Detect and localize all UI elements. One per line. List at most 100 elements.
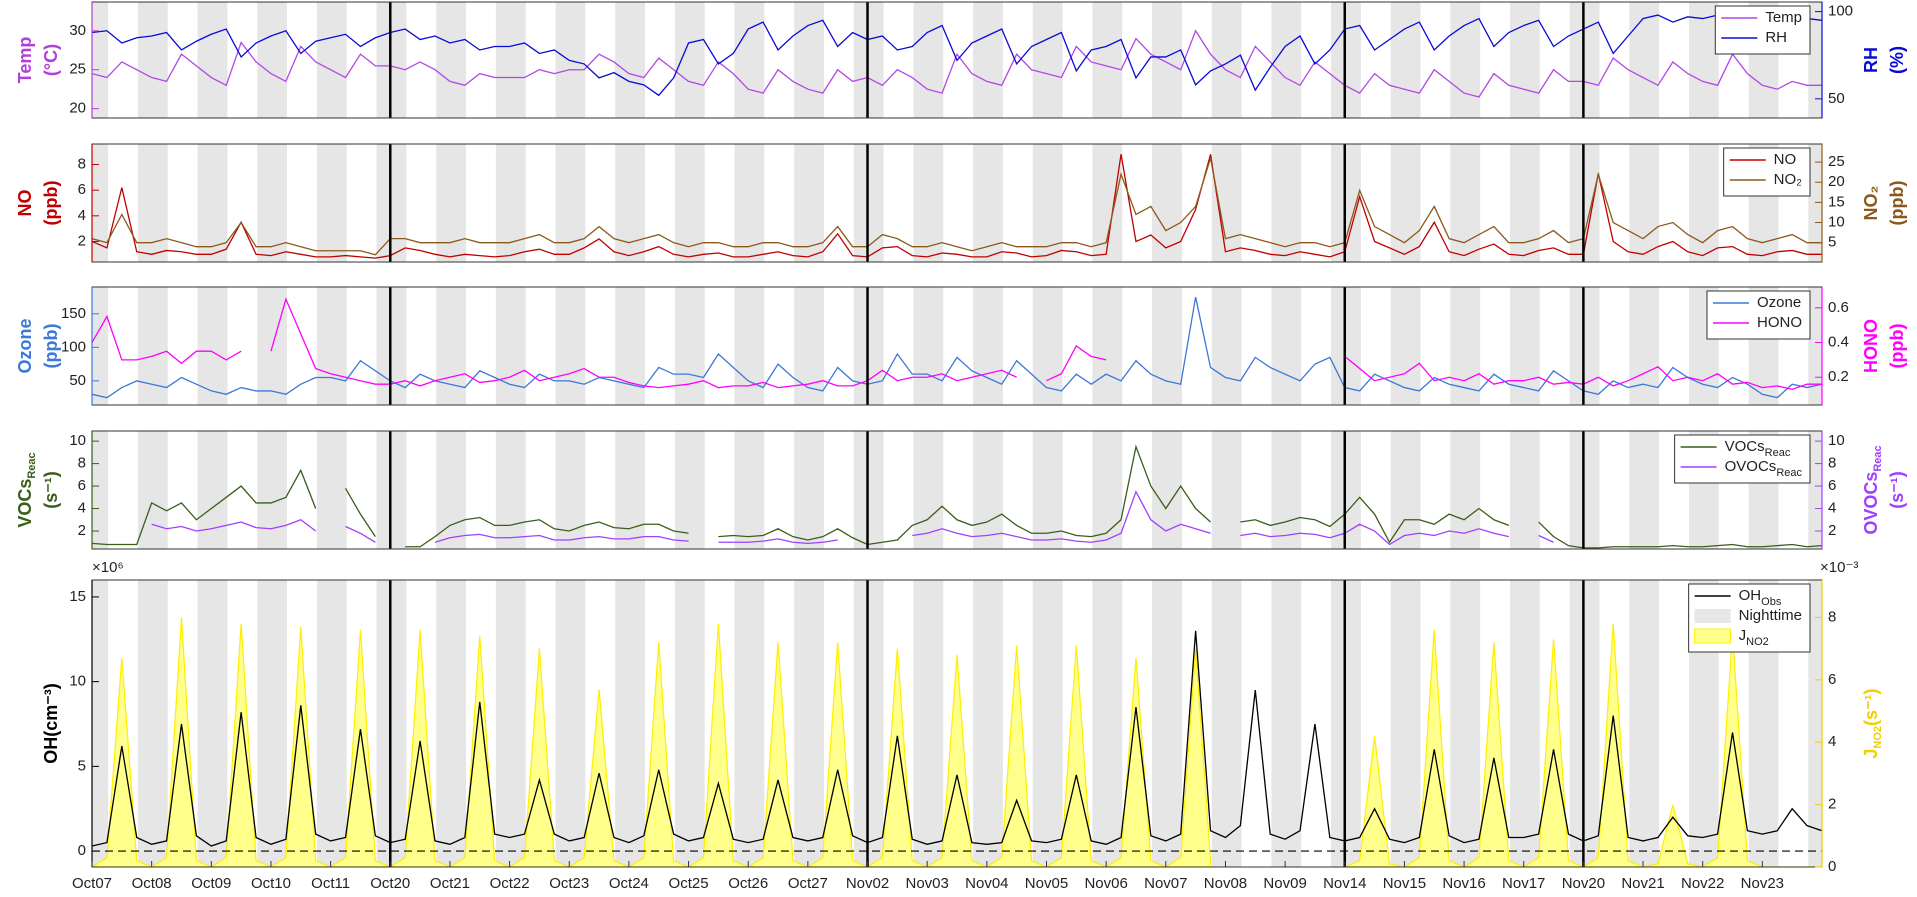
legend-box: [1723, 147, 1811, 197]
y-tick-label: 8: [78, 155, 86, 172]
y-tick-label: 5: [78, 757, 86, 774]
nighttime-band: [1152, 580, 1182, 867]
y-tick-label: 10: [69, 432, 86, 449]
y2-tick-label: 2: [1828, 796, 1836, 813]
axis-label: OVOCsReac: [1861, 445, 1884, 534]
label-text: (ppb): [1887, 181, 1907, 226]
legend-label: JNO2: [1739, 627, 1769, 648]
y2-tick-label: 20: [1828, 173, 1845, 190]
label-text: (ppb): [41, 324, 61, 369]
label-text: (s⁻¹): [1861, 688, 1881, 726]
x-tick-label: Oct27: [788, 875, 828, 892]
nighttime-band: [1271, 580, 1302, 867]
label-text: Ozone: [15, 318, 35, 373]
y-multiplier: ×10⁶: [92, 559, 124, 576]
nighttime-band: [794, 144, 824, 262]
axis-label: NO: [15, 190, 35, 217]
y2-tick-label: 2: [1828, 522, 1836, 539]
label-text: (°C): [41, 44, 61, 76]
line-series: [92, 297, 1822, 391]
panel: 20 25 30 50 100 Temp (°C) RH (%) Temp RH: [15, 1, 1907, 119]
nighttime-band: [674, 287, 705, 405]
x-tick-label: Oct25: [669, 875, 709, 892]
x-tick-label: Oct08: [132, 875, 172, 892]
nighttime-band: [436, 431, 467, 549]
axis-label: (°C): [41, 44, 61, 76]
line-series: [151, 490, 1554, 546]
line-series: [92, 630, 1822, 847]
legend-label: Temp: [1765, 9, 1802, 26]
legend-name: HONO: [1757, 314, 1802, 331]
nighttime-band: [1092, 580, 1123, 867]
legend-label: VOCsReac: [1725, 438, 1791, 459]
label-text: J: [1861, 749, 1881, 759]
x-tick-label: Nov17: [1502, 875, 1545, 892]
nighttime-band: [973, 431, 1003, 549]
nighttime-band: [1271, 287, 1302, 405]
nighttime-band: [674, 431, 705, 549]
x-tick-label: Nov02: [846, 875, 889, 892]
nighttime-band: [913, 144, 944, 262]
y2-tick-label: 4: [1828, 500, 1836, 517]
legend-symbol: [1694, 609, 1731, 623]
axis-label: (ppb): [1887, 181, 1907, 226]
legend-name: OVOCs: [1725, 458, 1777, 475]
nighttime-band: [794, 2, 824, 118]
axis-label: OH(cm⁻³): [41, 683, 61, 764]
axis-label: JNO2(s⁻¹): [1861, 688, 1884, 758]
legend-label: Nighttime: [1739, 607, 1802, 624]
x-tick-label: Oct23: [549, 875, 589, 892]
label-text: Temp: [15, 37, 35, 84]
y2-tick-label: 15: [1828, 193, 1845, 210]
y-tick-label: 25: [69, 61, 86, 78]
x-tick-label: Nov14: [1323, 875, 1366, 892]
nighttime-band: [257, 431, 288, 549]
label-text: (s⁻¹): [41, 471, 61, 509]
y2-tick-label: 100: [1828, 3, 1853, 20]
nighttime-band: [197, 431, 228, 549]
nighttime-band: [734, 287, 765, 405]
nighttime-band: [973, 144, 1003, 262]
nighttime-band: [1092, 287, 1123, 405]
legend-label: OHObs: [1739, 587, 1782, 608]
panel: 2 4 6 8 5 10 15 20 25 NO (ppb) NO₂ (ppb) NO NO₂: [15, 143, 1907, 263]
plot-frame: [91, 430, 1823, 550]
y2-tick-label: 50: [1828, 90, 1845, 107]
label-text: RH: [1861, 47, 1881, 73]
panel: 50 100 150 0.2 0.4 0.6 Ozone (ppb) HONO (ppb) Ozon…: [15, 286, 1907, 406]
x-tick-label: Nov16: [1442, 875, 1485, 892]
nighttime-band: [316, 287, 347, 405]
nighttime-band: [1211, 580, 1242, 867]
x-tick-label: Nov04: [965, 875, 1008, 892]
nighttime-band: [495, 144, 526, 262]
nighttime-band: [1271, 2, 1302, 118]
axis-label: (s⁻¹): [1887, 471, 1907, 509]
nighttime-band: [257, 2, 288, 118]
nighttime-band: [316, 580, 347, 867]
nighttime-band: [913, 287, 944, 405]
axis-label: Temp: [15, 37, 35, 84]
legend: Ozone HONO: [1706, 290, 1811, 340]
legend-label: Ozone: [1757, 294, 1801, 311]
plot-frame: [91, 143, 1823, 263]
nighttime-band: [1510, 580, 1540, 867]
nighttime-band: [92, 144, 109, 262]
axis-label: HONO: [1861, 319, 1881, 373]
label-text: (cm⁻³): [41, 683, 61, 737]
nighttime-band: [674, 2, 705, 118]
legend-name: RH: [1765, 29, 1787, 46]
nighttime-band: [495, 580, 526, 867]
nighttime-band: [555, 431, 586, 549]
nighttime-band: [794, 580, 824, 867]
axis-label: (ppb): [41, 324, 61, 369]
axis-label: Ozone: [15, 318, 35, 373]
nighttime-band: [436, 144, 467, 262]
y-tick-label: 50: [69, 372, 86, 389]
x-tick-label: Nov22: [1681, 875, 1724, 892]
nighttime-band: [1211, 287, 1242, 405]
y2-tick-label: 0.6: [1828, 299, 1849, 316]
nighttime-band: [674, 144, 705, 262]
line-series: [92, 157, 1822, 256]
